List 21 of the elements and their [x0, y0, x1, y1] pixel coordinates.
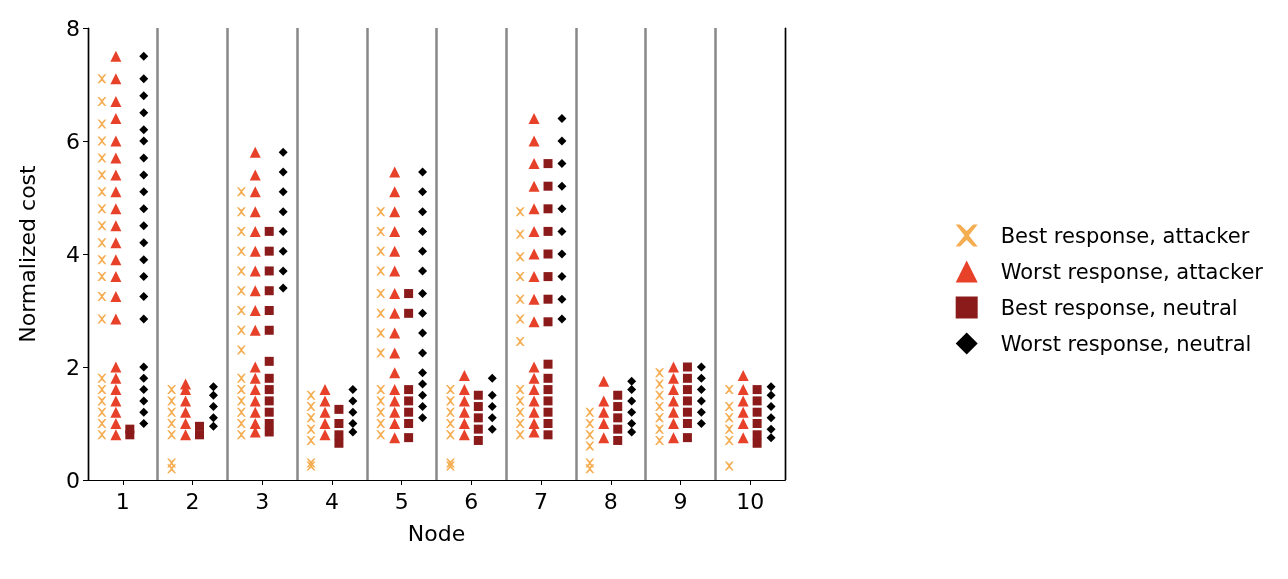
y-tick-label: 2 [66, 354, 80, 380]
y-tick-label: 0 [66, 467, 80, 493]
y-tick-label: 4 [66, 241, 80, 267]
legend-label: Best response, attacker [1000, 223, 1250, 248]
x-tick-label: 6 [464, 488, 479, 514]
legend-label: Best response, neutral [1000, 295, 1238, 320]
y-tick-label: 6 [66, 128, 80, 154]
x-tick-label: 5 [394, 488, 409, 514]
x-tick-label: 3 [255, 488, 270, 514]
x-tick-label: 8 [603, 488, 618, 514]
y-axis-title: Normalized cost [14, 164, 40, 343]
x-tick-label: 4 [324, 488, 339, 514]
x-tick-label: 7 [534, 488, 549, 514]
x-tick-label: 1 [115, 488, 130, 514]
x-tick-label: 2 [185, 488, 200, 514]
legend-label: Worst response, neutral [1000, 331, 1252, 356]
y-tick-label: 8 [66, 15, 80, 41]
x-tick-label: 9 [673, 488, 688, 514]
x-axis-title: Node [407, 520, 466, 546]
x-tick-label: 10 [736, 488, 765, 514]
legend-label: Worst response, attacker [1000, 259, 1264, 284]
